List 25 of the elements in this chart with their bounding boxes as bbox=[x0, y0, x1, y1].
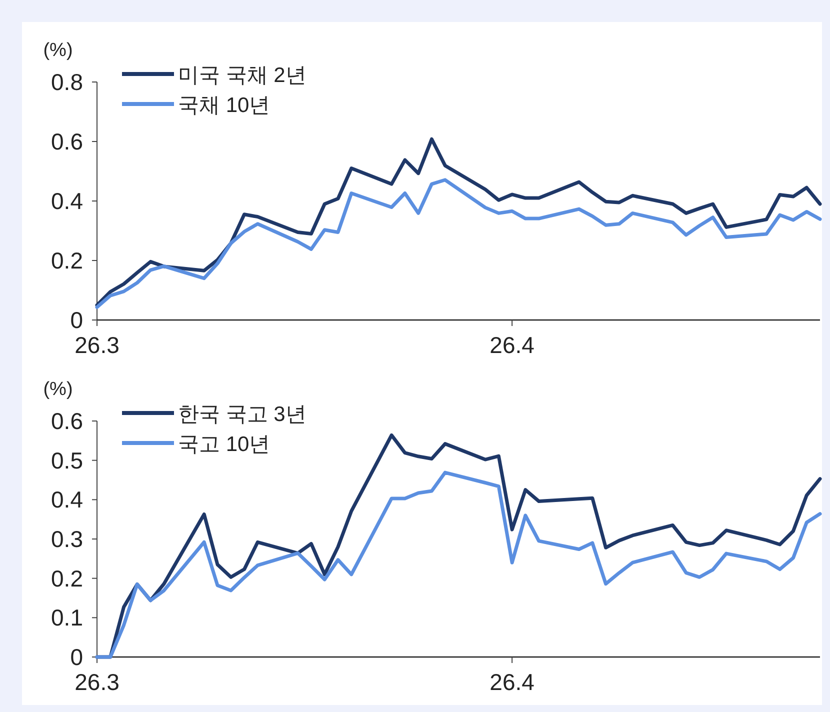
legend-label: 미국 국채 2년 bbox=[178, 64, 306, 87]
legend-label: 국채 10년 bbox=[178, 94, 270, 117]
y-tick-label: 0.8 bbox=[51, 69, 83, 95]
legend-label: 한국 국고 3년 bbox=[178, 403, 306, 426]
x-tick-label: 26.4 bbox=[490, 332, 535, 358]
y-tick-label: 0.2 bbox=[51, 248, 83, 274]
y-tick-label: 0.6 bbox=[51, 128, 83, 154]
x-tick-label: 26.3 bbox=[74, 332, 120, 358]
legend-label: 국고 10년 bbox=[178, 433, 270, 456]
y-tick-label: 0.1 bbox=[51, 604, 83, 631]
y-tick-label: 0.5 bbox=[51, 447, 83, 474]
y-axis-title: (%) bbox=[43, 379, 73, 400]
y-tick-label: 0.6 bbox=[51, 408, 83, 434]
y-tick-label: 0.3 bbox=[51, 526, 83, 552]
x-tick-label: 26.3 bbox=[74, 669, 120, 695]
y-tick-label: 0 bbox=[70, 307, 83, 333]
x-tick-label: 26.4 bbox=[490, 669, 535, 695]
y-tick-label: 0.2 bbox=[51, 565, 83, 592]
y-tick-label: 0.4 bbox=[51, 486, 84, 513]
y-tick-label: 0 bbox=[70, 644, 83, 670]
line-series bbox=[95, 178, 822, 309]
y-tick-label: 0.4 bbox=[51, 188, 84, 214]
line-series bbox=[95, 137, 822, 307]
y-axis-title: (%) bbox=[43, 40, 73, 61]
line-series bbox=[95, 470, 822, 659]
